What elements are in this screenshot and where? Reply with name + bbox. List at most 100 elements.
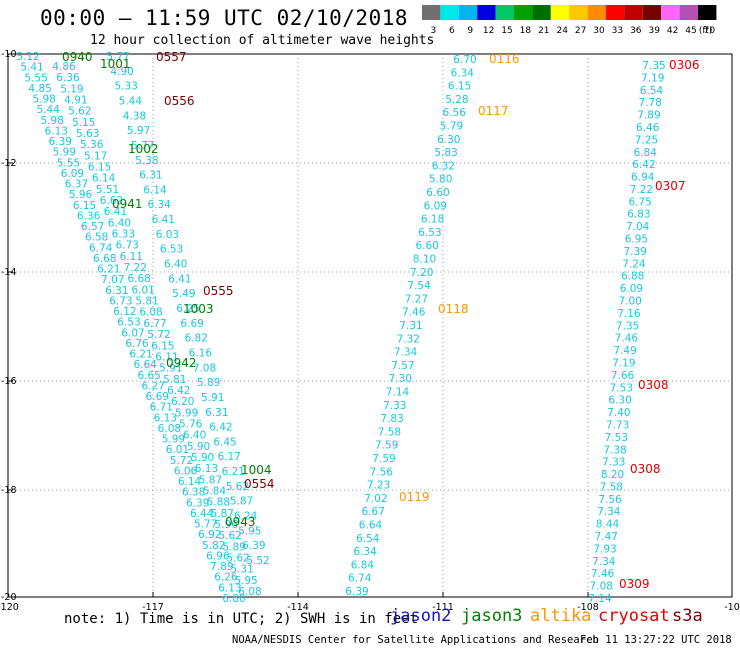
swh-value: 6.15 bbox=[88, 162, 111, 174]
swh-value: 6.70 bbox=[453, 54, 476, 66]
color-swatch bbox=[532, 5, 551, 20]
swh-value: 7.02 bbox=[364, 493, 387, 505]
swh-value: 7.08 bbox=[193, 362, 216, 374]
swh-value: 7.89 bbox=[637, 110, 660, 122]
swh-value: 7.14 bbox=[588, 593, 612, 605]
swh-value: 6.24 bbox=[234, 511, 258, 523]
swh-value: 6.68 bbox=[127, 273, 150, 285]
swh-value: 5.38 bbox=[135, 155, 158, 167]
color-scale-bar: 3 6 9 12 15 18 21 24 27 30 33 36 39 42 45 70(ft) bbox=[422, 5, 717, 35]
swh-value: 5.90 bbox=[187, 441, 210, 453]
pass-time-label: 0307 bbox=[655, 179, 686, 193]
swh-value: 5.97 bbox=[127, 125, 150, 137]
legend-cryosat: cryosat bbox=[598, 606, 670, 626]
pass-time-label: 0557 bbox=[156, 50, 187, 64]
swh-value: 7.40 bbox=[607, 407, 630, 419]
swh-value: 5.62 bbox=[219, 530, 242, 542]
color-swatch bbox=[661, 5, 680, 20]
swh-value: 5.91 bbox=[159, 363, 182, 375]
legend-altika: altika bbox=[530, 606, 592, 626]
swh-value: 7.39 bbox=[623, 246, 646, 258]
swh-value: 7.19 bbox=[612, 357, 635, 369]
swh-value: 7.35 bbox=[642, 60, 665, 72]
swh-value: 6.46 bbox=[636, 122, 660, 134]
swh-value: 6.33 bbox=[112, 229, 135, 241]
pass-time-label: 0940 bbox=[62, 50, 93, 64]
pass-time-label: 1002 bbox=[128, 142, 159, 156]
color-swatch bbox=[514, 5, 533, 20]
swh-value: 6.62 bbox=[100, 195, 123, 207]
swh-value: 6.41 bbox=[152, 214, 175, 226]
swh-value: 6.15 bbox=[73, 200, 96, 212]
swh-value: 5.96 bbox=[69, 189, 93, 201]
swh-value: 5.36 bbox=[80, 139, 104, 151]
map-frame bbox=[7, 53, 733, 598]
swh-value: 6.83 bbox=[627, 209, 650, 221]
swh-value: 6.54 bbox=[356, 533, 380, 545]
swh-value: 5.95 bbox=[238, 525, 261, 537]
swh-value: 6.14 bbox=[143, 184, 167, 196]
swh-value: 6.76 bbox=[125, 338, 149, 350]
swh-value: 6.95 bbox=[625, 234, 648, 246]
swh-value: 8.20 bbox=[601, 469, 624, 481]
swh-value: 7.16 bbox=[617, 308, 641, 320]
swh-value: 7.27 bbox=[405, 293, 428, 305]
swh-value: 5.82 bbox=[202, 540, 225, 552]
swh-value: 6.42 bbox=[209, 422, 232, 434]
swh-value: 7.49 bbox=[613, 345, 636, 357]
color-swatch bbox=[587, 5, 606, 20]
swh-value: 5.87 bbox=[199, 474, 222, 486]
swh-value: 5.87 bbox=[211, 508, 234, 520]
swh-value: 6.01 bbox=[131, 284, 154, 296]
swh-value: 6.34 bbox=[451, 67, 475, 79]
lat-tick-label: -12 bbox=[1, 158, 17, 169]
color-scale-tick: 24 bbox=[556, 26, 568, 35]
swh-value: 6.03 bbox=[156, 229, 179, 241]
color-scale-tick: 42 bbox=[667, 26, 678, 35]
swh-value: 5.76 bbox=[179, 418, 203, 430]
swh-value: 6.39 bbox=[242, 540, 265, 552]
swh-value: 6.31 bbox=[105, 285, 128, 297]
swh-value: 6.96 bbox=[206, 550, 230, 562]
swh-value: 5.17 bbox=[84, 150, 107, 162]
swh-value: 6.64 bbox=[133, 359, 157, 371]
swh-value: 7.34 bbox=[592, 556, 616, 568]
swh-value: 6.84 bbox=[351, 559, 375, 571]
swh-value: 5.51 bbox=[96, 184, 119, 196]
swh-value: 6.69 bbox=[180, 318, 203, 330]
swh-value: 6.73 bbox=[116, 240, 139, 252]
lon-tick-label: -120 bbox=[0, 602, 19, 613]
color-scale-tick: 33 bbox=[612, 26, 623, 35]
color-swatch bbox=[477, 5, 496, 20]
pass-time-label: 0306 bbox=[669, 58, 700, 72]
swh-value: 6.77 bbox=[143, 318, 166, 330]
swh-value: 7.46 bbox=[591, 568, 615, 580]
swh-value: 7.32 bbox=[397, 333, 420, 345]
swh-value: 7.14 bbox=[386, 387, 410, 399]
swh-value: 5.79 bbox=[440, 121, 463, 133]
swh-value: 5.77 bbox=[194, 519, 217, 531]
color-scale-tick: 3 bbox=[431, 26, 437, 35]
swh-value: 6.09 bbox=[424, 200, 447, 212]
color-swatch bbox=[550, 5, 570, 20]
swh-value: 6.37 bbox=[65, 179, 88, 191]
swh-value: 5.12 bbox=[16, 51, 39, 63]
swh-value: 6.36 bbox=[77, 210, 101, 222]
swh-value: 7.07 bbox=[101, 274, 124, 286]
swh-value: 5.49 bbox=[172, 288, 195, 300]
pass-time-label: 0554 bbox=[244, 477, 275, 491]
pass-time-label: 0555 bbox=[203, 284, 234, 298]
swh-value: 6.14 bbox=[178, 476, 202, 488]
swh-value: 6.54 bbox=[640, 85, 664, 97]
swh-value: 6.39 bbox=[49, 136, 72, 148]
swh-value: 5.44 bbox=[119, 95, 143, 107]
lon-tick-label: -108 bbox=[577, 602, 599, 613]
swh-value: 6.14 bbox=[92, 173, 116, 185]
swh-value: 6.73 bbox=[109, 295, 132, 307]
pass-time-label: 1003 bbox=[183, 302, 214, 316]
pass-time-label: 0309 bbox=[619, 577, 650, 591]
swh-value: 6.09 bbox=[620, 283, 643, 295]
swh-value: 5.98 bbox=[41, 115, 64, 127]
swh-value: 6.13 bbox=[195, 463, 218, 475]
swh-value: 7.31 bbox=[399, 320, 422, 332]
